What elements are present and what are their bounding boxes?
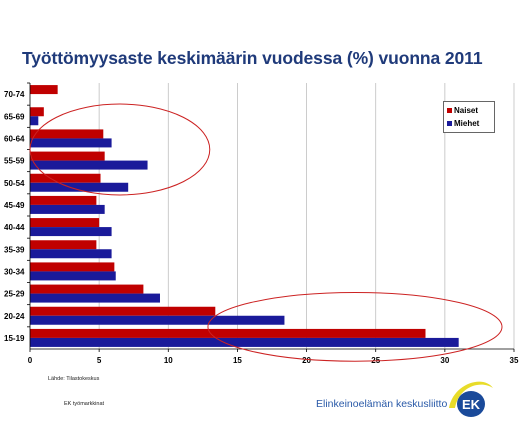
chart-legend: Naiset Miehet [443,101,495,133]
bar-naiset [30,151,105,161]
x-tick-label: 5 [97,356,102,365]
organization-name: Elinkeinoelämän keskusliitto [316,398,448,410]
category-label: 55-59 [4,157,25,166]
grid-lines [98,83,515,349]
x-tick-label: 15 [233,356,242,365]
bar-naiset [30,284,144,294]
category-label: 45-49 [4,201,25,210]
bar-naiset [30,262,115,272]
bar-naiset [30,240,97,250]
logo-circle [457,391,485,417]
x-tick-label: 20 [302,356,311,365]
ek-logo: EK [449,381,493,417]
bar-naiset [30,129,104,139]
category-label: 60-64 [4,134,25,143]
category-labels: 70-74 65-69 60-64 55-59 50-54 45-49 40-44 35-39… [4,90,25,343]
legend-label-naiset: Naiset [454,106,479,115]
bar-miehet [30,204,105,214]
chart-title: Työttömyysaste keskimäärin vuodessa (%) … [22,48,483,68]
legend-item-naiset: Naiset [447,104,491,117]
bar-naiset [30,85,58,95]
x-tick-label: 10 [164,356,173,365]
bar-miehet [30,182,129,192]
category-label: 15-19 [4,334,25,343]
highlight-ellipses [29,103,503,362]
department-note: EK työmarkkinat [64,401,105,407]
logo-swoosh [449,381,493,408]
legend-swatch-miehet [447,121,452,126]
bar-miehet [30,116,39,126]
x-tick-label: 30 [440,356,449,365]
bar-miehet [30,249,112,259]
bar-naiset [30,173,101,183]
legend-label-miehet: Miehet [454,119,480,128]
bar-miehet [30,337,459,347]
source-note: Lähde: Tilastokeskus [48,376,100,382]
highlight-ellipse-15-24 [207,291,503,362]
legend-swatch-naiset [447,108,452,113]
highlight-ellipse-55-64 [29,103,211,196]
bar-miehet [30,138,112,148]
bar-miehet [30,315,285,325]
category-label: 25-29 [4,290,25,299]
bar-miehet [30,227,112,237]
x-tick-label: 0 [28,356,33,365]
category-label: 40-44 [4,223,25,232]
category-label: 50-54 [4,179,25,188]
logo-text: EK [462,397,481,412]
bar-naiset [30,195,97,205]
bar-miehet [30,271,116,281]
bar-naiset [30,306,216,316]
legend-item-miehet: Miehet [447,117,491,130]
category-label: 30-34 [4,267,25,276]
x-tick-labels: 0 5 10 15 20 25 30 35 [28,356,519,365]
x-tick-label: 35 [510,356,519,365]
category-label: 35-39 [4,245,25,254]
category-label: 65-69 [4,112,25,121]
bar-naiset [30,218,100,228]
bar-miehet [30,160,148,170]
category-label: 20-24 [4,312,25,321]
bar-naiset [30,107,44,117]
category-label: 70-74 [4,90,25,99]
bar-series [30,85,459,347]
bar-naiset [30,328,426,338]
bar-miehet [30,293,160,303]
